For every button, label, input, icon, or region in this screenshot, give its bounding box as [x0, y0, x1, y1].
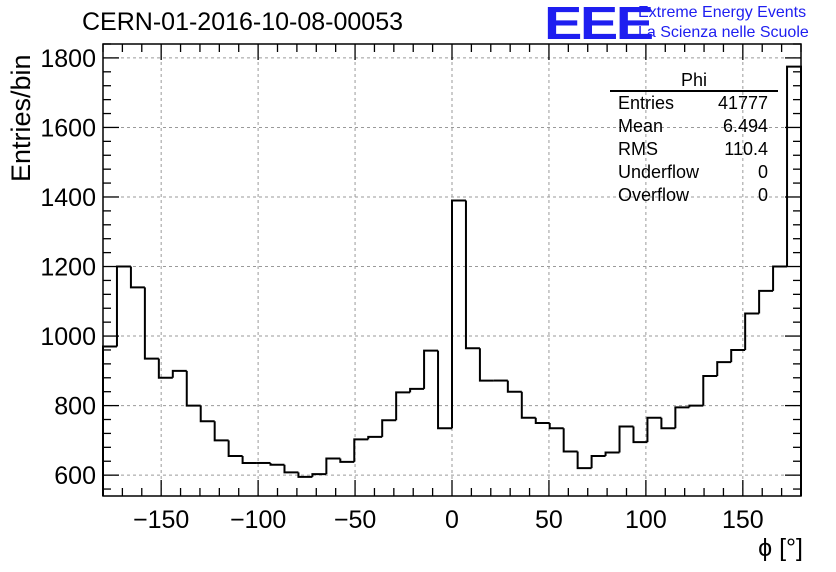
histogram-bin — [185, 370, 201, 407]
histogram-bin — [772, 265, 788, 291]
histogram-bin — [576, 451, 592, 470]
histogram-bin — [115, 265, 131, 347]
histogram-bin — [646, 416, 662, 443]
stats-underflow-value: 0 — [757, 162, 768, 182]
histogram-bin — [506, 380, 522, 393]
stats-row-overflow: Overflow 0 — [610, 184, 778, 207]
y-tick-label: 1400 — [40, 184, 96, 212]
stats-overflow-value: 0 — [757, 185, 768, 205]
histogram-bin — [758, 289, 774, 314]
histogram-bin — [520, 391, 536, 419]
x-tick-label: 100 — [625, 506, 667, 534]
x-tick-label: −50 — [334, 506, 376, 534]
y-tick-label: 1000 — [40, 323, 96, 351]
histogram-bin — [702, 375, 718, 406]
histogram-bin — [688, 404, 704, 408]
histogram-bin — [786, 65, 802, 496]
stats-entries-label: Entries — [618, 93, 675, 113]
y-tick-label: 1600 — [40, 114, 96, 142]
histogram-bin — [590, 455, 606, 469]
stats-title: Phi — [610, 70, 778, 92]
histogram-bin — [157, 358, 173, 379]
histogram-bin — [562, 428, 578, 453]
y-tick-label: 1200 — [40, 254, 96, 282]
histogram-bin — [464, 200, 480, 350]
histogram-bin — [730, 348, 746, 363]
histogram-bin — [423, 349, 439, 389]
histogram-bin — [241, 456, 257, 464]
histogram-bin — [618, 425, 634, 453]
stats-mean-value: 6.494 — [722, 116, 768, 136]
histogram-bin — [604, 451, 620, 457]
x-tick-label: 150 — [722, 506, 764, 534]
histogram-bin — [283, 464, 299, 474]
histogram-bin — [102, 345, 117, 496]
stats-row-entries: Entries 41777 — [610, 92, 778, 115]
histogram-bin — [171, 369, 187, 378]
histogram-bin — [548, 422, 564, 430]
axis-ticks — [102, 43, 802, 496]
x-tick-label: 0 — [445, 506, 459, 534]
histogram-bin — [339, 458, 355, 463]
histogram-bin — [660, 417, 676, 430]
histogram-bin — [269, 462, 285, 466]
histogram-bin — [674, 406, 690, 429]
stats-rms-value: 110.4 — [724, 139, 768, 159]
stats-entries-value: 41777 — [717, 93, 768, 113]
x-tick-label: −150 — [133, 506, 189, 534]
logo-line-2: La Scienza nelle Scuole — [638, 24, 809, 41]
histogram-bin — [297, 472, 313, 478]
stats-underflow-label: Underflow — [618, 162, 700, 182]
histogram-bin — [451, 199, 466, 429]
histogram-bin — [395, 391, 411, 421]
stats-row-mean: Mean 6.494 — [610, 115, 778, 138]
y-axis-label: Entries/bin — [6, 54, 36, 182]
histogram-bin — [325, 457, 341, 475]
stats-row-rms: RMS 110.4 — [610, 138, 778, 161]
y-tick-label: 800 — [54, 393, 96, 421]
stats-row-underflow: Underflow 0 — [610, 161, 778, 184]
histogram-bin — [353, 438, 369, 462]
eee-logo: EEE — [544, 0, 654, 49]
tick-labels: −150 −100 −50 0 50 100 150 600 800 1000 1200 1400 16… — [40, 45, 763, 534]
histogram-bin — [534, 417, 550, 424]
histogram-bin — [716, 361, 732, 377]
histogram-bin — [478, 348, 494, 382]
histogram-bin — [367, 435, 383, 440]
histogram-bin — [744, 312, 760, 350]
chart-title: CERN-01-2016-10-08-00053 — [82, 8, 404, 36]
stats-rms-label: RMS — [618, 139, 658, 159]
histogram-bin — [227, 440, 243, 458]
stats-overflow-label: Overflow — [618, 185, 690, 205]
histogram-bin — [311, 473, 327, 477]
y-tick-label: 1800 — [40, 45, 96, 73]
histogram-bin — [129, 266, 145, 289]
x-axis-label: ϕ [°] — [758, 534, 803, 562]
stats-mean-label: Mean — [618, 116, 664, 136]
y-tick-label: 600 — [54, 462, 96, 490]
histogram-bin — [381, 419, 397, 437]
histogram-bin — [437, 350, 452, 430]
stats-box: Phi Entries 41777 Mean 6.494 RMS 110.4 U… — [610, 70, 778, 207]
x-tick-label: −100 — [230, 506, 286, 534]
histogram-bin — [143, 287, 159, 360]
histogram-bin — [632, 426, 648, 444]
histogram-bin — [199, 405, 215, 423]
histogram-bin — [213, 421, 229, 442]
logo-line-1: Extreme Energy Events — [638, 4, 807, 21]
histogram-bin — [409, 387, 425, 393]
x-tick-label: 50 — [535, 506, 563, 534]
